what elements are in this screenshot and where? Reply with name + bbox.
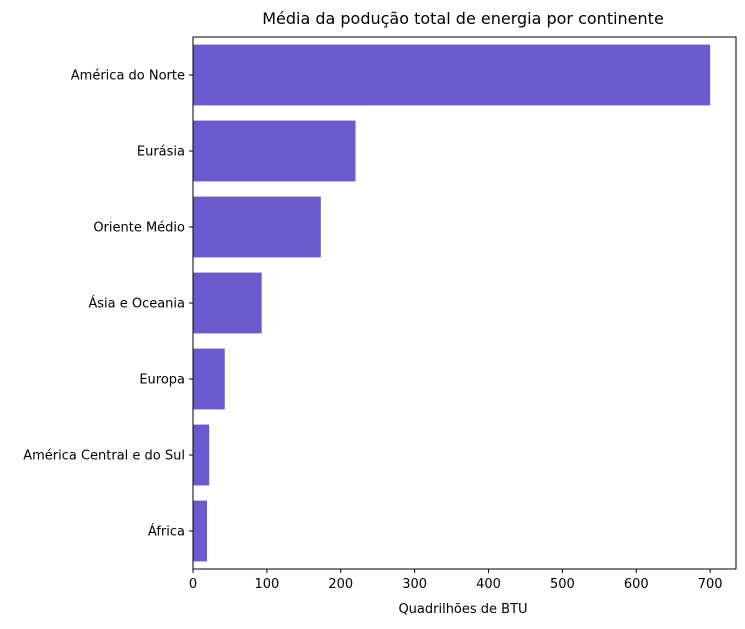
y-tick-label: Oriente Médio bbox=[93, 221, 185, 236]
bar bbox=[193, 348, 225, 410]
y-tick-label: América Central e do Sul bbox=[23, 449, 185, 464]
bars-layer bbox=[193, 44, 711, 562]
x-tick-label: 400 bbox=[476, 577, 501, 592]
axes-layer: América do Norte Eurásia Oriente Médio Ásia… bbox=[23, 36, 737, 592]
y-tick-label: África bbox=[148, 524, 185, 540]
bar bbox=[193, 500, 208, 562]
bar bbox=[193, 424, 210, 486]
x-tick-label: 700 bbox=[698, 577, 723, 592]
y-tick-label: Europa bbox=[139, 373, 185, 388]
x-tick-label: 200 bbox=[328, 577, 353, 592]
x-tick-label: 100 bbox=[254, 577, 279, 592]
bar bbox=[193, 272, 262, 334]
x-tick-label: 0 bbox=[189, 577, 197, 592]
y-tick-label: Eurásia bbox=[137, 145, 185, 160]
chart-title: Média da podução total de energia por co… bbox=[262, 9, 664, 28]
bar bbox=[193, 44, 711, 106]
x-tick-label: 600 bbox=[624, 577, 649, 592]
x-tick-label: 300 bbox=[402, 577, 427, 592]
x-axis-label: Quadrilhões de BTU bbox=[398, 602, 527, 617]
plot-frame bbox=[192, 36, 737, 570]
bar bbox=[193, 120, 356, 182]
y-tick-label: Ásia e Oceania bbox=[88, 296, 185, 312]
bar bbox=[193, 196, 321, 258]
y-tick-label: América do Norte bbox=[71, 69, 185, 84]
x-tick-label: 500 bbox=[550, 577, 575, 592]
